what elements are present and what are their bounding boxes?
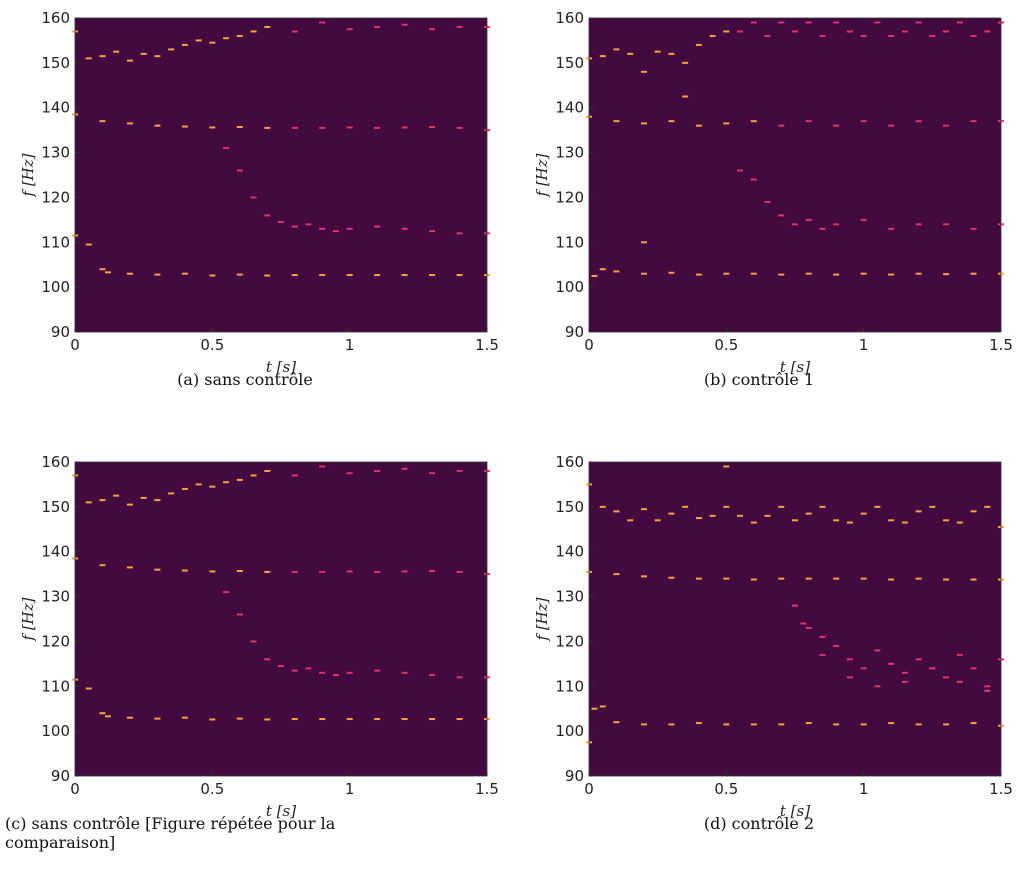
x-tick-label: 0.5 (200, 336, 224, 354)
subplot: 90 100 110 120 130 140 150 160 0 0.5 1 1.5 t [s] f [H… (19, 453, 499, 820)
plot-frame (74, 17, 488, 333)
y-tick-label: 130 (41, 588, 70, 606)
y-tick-label: 160 (41, 453, 70, 471)
y-tick-label: 100 (555, 722, 584, 740)
y-tick-label: 120 (555, 188, 584, 206)
plot-area (75, 18, 487, 332)
x-tick-label: 1.5 (989, 336, 1013, 354)
y-tick-label: 140 (41, 99, 70, 117)
subplot: 90 100 110 120 130 140 150 160 0 0.5 1 1.5 t [s] f [H… (533, 9, 1013, 376)
x-tick-label: 0 (584, 780, 594, 798)
y-tick-label: 130 (555, 144, 584, 162)
y-tick-label: 140 (41, 543, 70, 561)
y-tick-label: 110 (555, 677, 584, 695)
y-tick-label: 110 (555, 233, 584, 251)
y-tick-label: 160 (555, 9, 584, 27)
y-tick-label: 130 (555, 588, 584, 606)
y-axis-label: f [Hz] (533, 597, 551, 641)
x-axis-label: t [s] (266, 802, 296, 820)
y-tick-label: 100 (41, 278, 70, 296)
x-axis-label: t [s] (266, 358, 296, 376)
caption: (b) contrôle 1 (703, 370, 815, 389)
x-tick-label: 0.5 (714, 780, 738, 798)
y-tick-label: 110 (41, 677, 70, 695)
y-tick-label: 120 (41, 632, 70, 650)
y-tick-label: 120 (555, 632, 584, 650)
y-tick-label: 150 (41, 498, 70, 516)
y-axis-label: f [Hz] (19, 597, 37, 641)
x-tick-label: 1 (859, 336, 869, 354)
y-tick-label: 120 (41, 188, 70, 206)
caption: (d) contrôle 2 (703, 814, 815, 833)
x-tick-label: 0 (584, 336, 594, 354)
plot-area (589, 18, 1001, 332)
subplot: 90 100 110 120 130 140 150 160 0 0.5 1 1.5 t [s] f [H… (533, 453, 1013, 820)
caption: (a) sans contrôle (177, 370, 313, 389)
x-tick-label: 1 (859, 780, 869, 798)
x-axis-label: t [s] (780, 802, 810, 820)
y-tick-label: 140 (555, 99, 584, 117)
y-tick-label: 90 (51, 323, 70, 341)
x-axis-label: t [s] (780, 358, 810, 376)
y-tick-label: 90 (565, 323, 584, 341)
y-tick-label: 130 (41, 144, 70, 162)
y-tick-label: 100 (41, 722, 70, 740)
x-tick-label: 1 (345, 336, 355, 354)
caption: (c) sans contrôle [Figure répétée pour l… (5, 814, 336, 852)
y-axis-label: f [Hz] (19, 153, 37, 197)
y-tick-label: 90 (565, 767, 584, 785)
y-tick-label: 140 (555, 543, 584, 561)
x-tick-label: 0.5 (200, 780, 224, 798)
plot-frame (588, 461, 1002, 777)
x-tick-label: 1.5 (989, 780, 1013, 798)
x-tick-label: 1.5 (475, 336, 499, 354)
y-tick-label: 90 (51, 767, 70, 785)
y-tick-label: 110 (41, 233, 70, 251)
plot-area (589, 462, 1001, 776)
x-tick-label: 0 (70, 780, 80, 798)
subplot: 90 100 110 120 130 140 150 160 0 0.5 1 1.5 t [s] f [H… (19, 9, 499, 376)
plot-frame (74, 461, 488, 777)
x-tick-label: 1 (345, 780, 355, 798)
plot-frame (588, 17, 1002, 333)
y-tick-label: 150 (555, 54, 584, 72)
y-tick-label: 150 (41, 54, 70, 72)
x-tick-label: 0.5 (714, 336, 738, 354)
y-tick-label: 160 (555, 453, 584, 471)
y-tick-label: 150 (555, 498, 584, 516)
x-tick-label: 0 (70, 336, 80, 354)
y-axis-label: f [Hz] (533, 153, 551, 197)
y-tick-label: 160 (41, 9, 70, 27)
x-tick-label: 1.5 (475, 780, 499, 798)
y-tick-label: 100 (555, 278, 584, 296)
plot-area (75, 462, 487, 776)
